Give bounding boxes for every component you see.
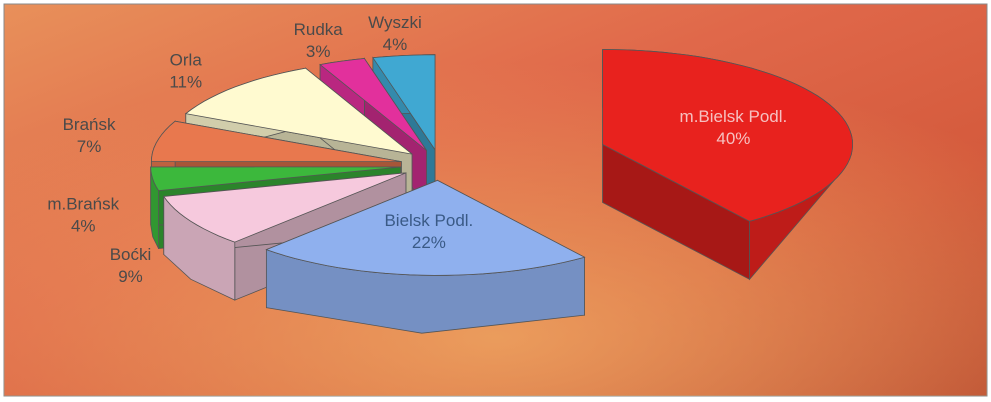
data-label-name: Wyszki [368,13,422,32]
slice [265,179,586,276]
data-label-name: m.Bielsk Podl. [680,107,788,126]
slice-group [265,179,586,334]
slice [319,58,427,151]
data-label-name: Boćki [110,245,152,264]
data-label-value: 11% [169,73,202,92]
data-label-value: 4% [383,35,408,54]
slice [602,49,854,222]
slice [150,166,401,192]
data-label-name: Bielsk Podl. [384,211,473,230]
slice [163,172,407,243]
slice [184,67,413,155]
data-label-value: 9% [118,267,143,286]
data-label-value: 40% [716,129,750,148]
data-label-value: 7% [77,137,102,156]
slice [150,120,402,163]
data-label-name: m.Brańsk [47,195,119,214]
data-label-name: Rudka [294,20,344,39]
data-label-value: 22% [412,233,446,252]
data-label-name: Orla [170,51,203,70]
slice-group [602,49,854,281]
data-label-value: 4% [71,217,96,236]
slice [372,54,436,152]
data-label-name: Brańsk [63,115,116,134]
data-label-value: 3% [306,42,331,61]
pie [150,49,854,334]
